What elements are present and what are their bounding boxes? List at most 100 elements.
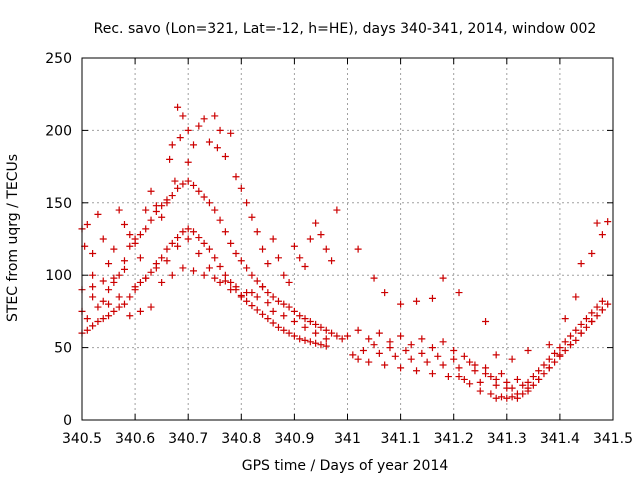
data-point [221,152,229,160]
y-tick-label: 100 [45,268,72,284]
data-point [184,235,192,243]
data-point [248,213,256,221]
data-point [593,312,601,320]
data-point [147,216,155,224]
data-point [582,323,590,331]
data-point [253,277,261,285]
data-point [455,289,463,297]
data-point [397,364,405,372]
data-point [359,346,367,354]
data-point [264,315,272,323]
x-tick-label: 341.3 [487,431,527,447]
data-point [375,329,383,337]
data-point [354,326,362,334]
grid-lines [82,58,613,420]
data-point [312,339,320,347]
data-point [248,271,256,279]
data-point [561,338,569,346]
x-tick-label: 340.6 [115,431,155,447]
data-point [99,297,107,305]
data-point [213,144,221,152]
data-point [120,265,128,273]
x-tick-label: 340.8 [221,431,261,447]
data-point [99,315,107,323]
data-point [243,297,251,305]
data-point [195,234,203,242]
data-point [200,271,208,279]
data-point [561,315,569,323]
data-points [78,103,612,402]
data-point [131,283,139,291]
data-point [83,221,91,229]
data-point [105,300,113,308]
data-point [492,394,500,402]
data-point [567,341,575,349]
data-point [503,394,511,402]
data-point [280,326,288,334]
data-point [211,112,219,120]
data-point [115,303,123,311]
data-point [439,274,447,282]
data-point [120,221,128,229]
data-point [492,351,500,359]
data-point [428,370,436,378]
data-point [259,310,267,318]
data-point [243,199,251,207]
data-point [460,375,468,383]
data-point [136,231,144,239]
data-point [513,375,521,383]
data-point [604,218,612,226]
data-point [333,332,341,340]
data-point [296,312,304,320]
data-point [110,307,118,315]
data-point [253,228,261,236]
data-point [158,254,166,262]
data-point [221,277,229,285]
data-point [259,283,267,291]
data-point [184,158,192,166]
data-point [338,335,346,343]
data-point [397,332,405,340]
data-point [147,268,155,276]
data-point [269,293,277,301]
data-point [211,274,219,282]
data-point [83,326,91,334]
data-point [466,380,474,388]
data-point [386,338,394,346]
data-point [89,283,97,291]
data-point [301,336,309,344]
data-point [407,355,415,363]
data-point [487,373,495,381]
data-point [344,332,351,340]
data-point [264,289,272,297]
data-point [152,207,160,215]
data-point [285,303,293,311]
data-point [147,187,155,195]
data-point [487,390,495,398]
data-point [205,199,213,207]
data-point [280,312,288,320]
data-point [89,271,97,279]
data-point [508,355,516,363]
data-point [115,206,123,214]
data-point [460,352,468,360]
y-tick-label: 50 [54,341,72,357]
data-point [131,235,139,243]
data-point [158,278,166,286]
data-point [572,326,580,334]
data-point [269,235,277,243]
data-point [216,126,224,134]
data-point [200,239,208,247]
data-point [545,355,553,363]
data-point [439,338,447,346]
data-point [519,381,527,389]
data-point [166,155,174,163]
data-point [136,278,144,286]
data-point [94,318,102,326]
data-point [237,257,245,265]
data-point [434,352,442,360]
data-point [152,264,160,272]
data-point [253,306,261,314]
data-point [322,326,330,334]
data-point [519,390,527,398]
